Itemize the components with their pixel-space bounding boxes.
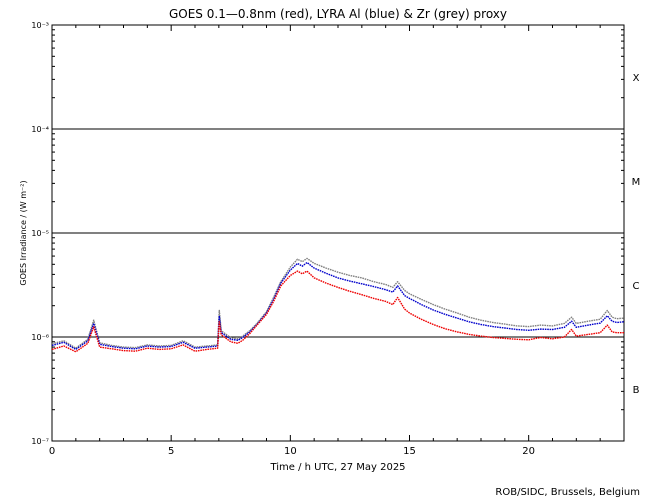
y-axis-label: GOES Irradiance / (W m⁻²): [19, 180, 28, 285]
y-tick-label: 10⁻⁷: [31, 437, 49, 446]
y-tick-label: 10⁻⁵: [31, 229, 49, 238]
series-line-1: [51, 261, 625, 351]
x-tick-label: 0: [49, 446, 55, 457]
x-tick-label: 15: [403, 446, 416, 457]
flare-class-x: X: [633, 73, 640, 84]
flare-class-labels: X M C B: [632, 73, 641, 396]
flare-class-c: C: [633, 281, 640, 292]
y-axis-ticks: 10⁻⁷ 10⁻⁶ 10⁻⁵ 10⁻⁴ 10⁻³: [31, 21, 624, 446]
credit-text: ROB/SIDC, Brussels, Belgium: [495, 487, 640, 498]
threshold-lines: [52, 128, 624, 338]
series-line-2: [51, 270, 624, 353]
series-line-0: [51, 257, 625, 349]
flare-class-b: B: [633, 385, 640, 396]
x-tick-label: 10: [284, 446, 297, 457]
x-tick-label: 20: [522, 446, 535, 457]
chart-title: GOES 0.1—0.8nm (red), LYRA Al (blue) & Z…: [169, 7, 507, 21]
x-tick-label: 5: [168, 446, 174, 457]
y-tick-label: 10⁻³: [31, 21, 49, 30]
series-group: [51, 257, 625, 353]
y-tick-label: 10⁻⁴: [31, 125, 49, 134]
y-tick-label: 10⁻⁶: [31, 333, 49, 342]
x-axis-ticks: 0 5 10 15 20: [49, 25, 625, 457]
x-axis-label: Time / h UTC, 27 May 2025: [269, 462, 405, 473]
flare-class-m: M: [632, 177, 641, 188]
